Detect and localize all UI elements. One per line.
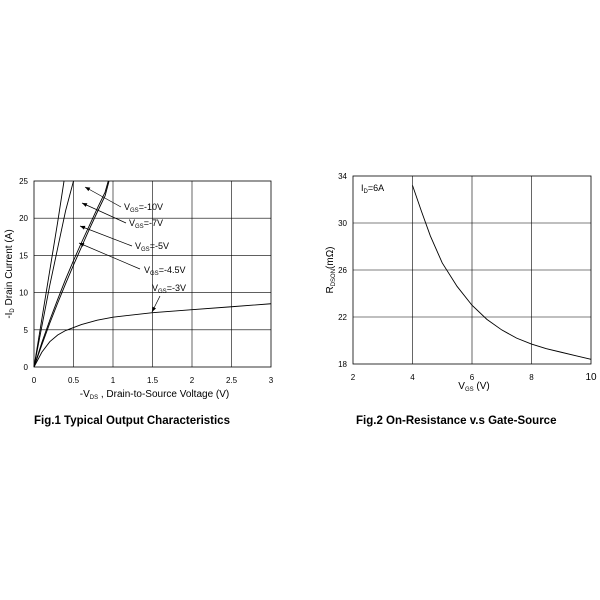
chart1-caption: Fig.1 Typical Output Characteristics bbox=[34, 415, 230, 427]
chart2-y-axis-label: RDSON(mΩ) bbox=[325, 246, 337, 293]
chart2-frame bbox=[352, 175, 592, 365]
curve-label: VGS=-4.5V bbox=[144, 265, 185, 277]
y-tick-label: 22 bbox=[338, 313, 347, 322]
x-tick-label: 2 bbox=[351, 373, 356, 382]
curve-leader-line bbox=[79, 225, 133, 247]
chart1-series bbox=[33, 180, 272, 368]
chart2-x-axis-label: VGS (V) bbox=[458, 381, 489, 393]
curve-leader-line bbox=[81, 202, 127, 224]
x-tick-label: 0.5 bbox=[68, 376, 80, 385]
x-tick-label: 4 bbox=[410, 373, 415, 382]
y-tick-label: 18 bbox=[338, 360, 347, 369]
x-tick-label: 10 bbox=[585, 372, 597, 383]
curve-label: VGS=-7V bbox=[129, 218, 163, 230]
curve-label: VGS=-5V bbox=[135, 241, 169, 253]
series-line bbox=[412, 185, 592, 360]
chart2-ticks: 2 4 6 8 10 18 22 26 30 34 bbox=[338, 172, 597, 383]
chart2-series bbox=[412, 185, 592, 360]
chart1-frame bbox=[33, 180, 272, 368]
series-line bbox=[33, 180, 65, 368]
x-tick-label: 6 bbox=[470, 373, 475, 382]
chart2-condition-label: ID=6A bbox=[361, 183, 384, 195]
x-tick-label: 2 bbox=[190, 376, 195, 385]
curve-label: VGS=-3V bbox=[152, 283, 186, 295]
y-tick-label: 20 bbox=[19, 214, 28, 223]
y-tick-label: 5 bbox=[24, 326, 29, 335]
chart1-grid bbox=[34, 181, 271, 367]
series-line bbox=[33, 303, 272, 368]
series-line bbox=[33, 180, 109, 368]
chart1-y-axis-label: -ID Drain Current (A) bbox=[4, 229, 16, 318]
curve-leader-line bbox=[84, 186, 122, 208]
chart-on-resistance: 2 4 6 8 10 18 22 26 30 34 ID=6A VGS (V) RDSON(mΩ)… bbox=[325, 172, 597, 427]
x-tick-label: 1.5 bbox=[147, 376, 159, 385]
chart2-caption: Fig.2 On-Resistance v.s Gate-Source bbox=[356, 415, 556, 427]
series-line bbox=[33, 180, 110, 368]
x-tick-label: 0 bbox=[32, 376, 37, 385]
x-tick-label: 1 bbox=[111, 376, 116, 385]
chart1-curve-labels: VGS=-10V VGS=-7V VGS=-5V VGS=-4.5V VGS=-3V bbox=[78, 186, 186, 313]
chart1-x-axis-label: -VDS , Drain-to-Source Voltage (V) bbox=[80, 389, 230, 401]
curve-leader-arrowhead bbox=[80, 225, 86, 230]
y-tick-label: 10 bbox=[19, 289, 28, 298]
curve-leader-line bbox=[78, 242, 141, 270]
x-tick-label: 2.5 bbox=[226, 376, 238, 385]
series-line bbox=[33, 180, 74, 368]
chart2-grid bbox=[353, 176, 591, 364]
curve-leader-arrowhead bbox=[79, 243, 85, 247]
curve-leader-arrowhead bbox=[85, 187, 91, 192]
y-tick-label: 15 bbox=[19, 251, 28, 260]
y-tick-label: 30 bbox=[338, 219, 347, 228]
curve-leader-arrowhead bbox=[82, 203, 88, 207]
y-tick-label: 26 bbox=[338, 266, 347, 275]
y-tick-label: 0 bbox=[24, 363, 29, 372]
y-tick-label: 34 bbox=[338, 172, 347, 181]
y-tick-label: 25 bbox=[19, 177, 28, 186]
chart1-ticks: 0 0.5 1 1.5 2 2.5 3 0 5 10 15 20 25 bbox=[19, 177, 274, 385]
curve-label: VGS=-10V bbox=[124, 202, 163, 214]
x-tick-label: 8 bbox=[529, 373, 534, 382]
x-tick-label: 3 bbox=[269, 376, 274, 385]
curve-leader-arrowhead bbox=[152, 306, 157, 312]
